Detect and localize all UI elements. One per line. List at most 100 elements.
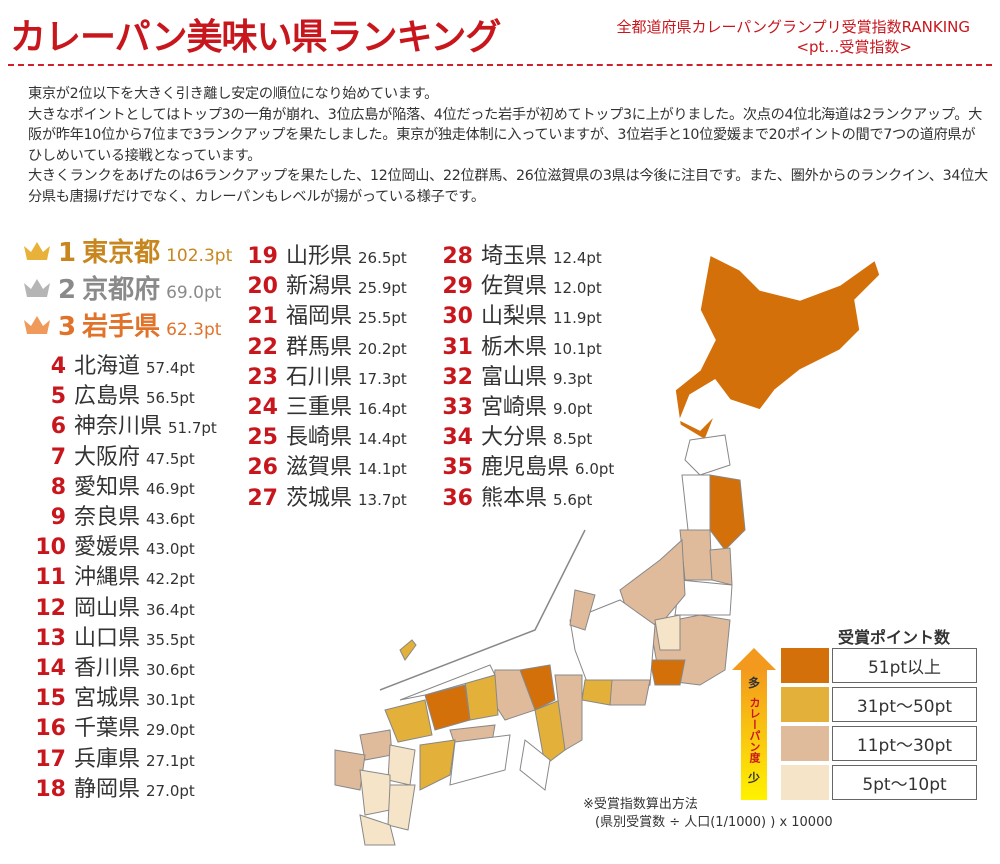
ranking-item: 35 鹿児島県 6.0pt bbox=[435, 449, 614, 481]
rank-number: 4 bbox=[50, 354, 66, 379]
points: 5.6pt bbox=[553, 490, 593, 509]
ranking-item: 18 静岡県 27.0pt bbox=[28, 771, 194, 803]
rank-number: 5 bbox=[50, 384, 66, 410]
prefecture-name: 熊本県 bbox=[481, 485, 548, 511]
ranking-item: 21 福岡県 25.5pt bbox=[240, 298, 407, 330]
ranking-top-item: 2 京都府 69.0pt bbox=[22, 269, 221, 306]
prefecture-name: 鹿児島県 bbox=[481, 455, 570, 481]
ranking-item: 16 千葉県 29.0pt bbox=[28, 710, 194, 742]
points: 25.9pt bbox=[358, 279, 407, 298]
intro-paragraph: 大きなポイントとしてはトップ3の一角が崩れ、3位広島が陥落、4位だった岩手が初め… bbox=[28, 106, 983, 164]
rank-number: 1 bbox=[58, 238, 77, 268]
ranking-item: 23 石川県 17.3pt bbox=[240, 359, 406, 391]
ranking-item: 26 滋賀県 14.1pt bbox=[240, 449, 407, 481]
points: 12.0pt bbox=[553, 279, 602, 298]
prefecture-name: 京都府 bbox=[82, 275, 161, 305]
legend-label: 11pt〜30pt bbox=[832, 726, 977, 761]
prefecture-name: 新潟県 bbox=[286, 274, 353, 300]
map-aomori bbox=[684, 434, 731, 476]
ranking-item: 7 大阪府 47.5pt bbox=[28, 439, 195, 471]
rank-number: 24 bbox=[247, 395, 278, 420]
rank-number: 27 bbox=[247, 485, 278, 511]
ranking-item: 15 宮城県 30.1pt bbox=[28, 680, 195, 712]
prefecture-name: 山口県 bbox=[74, 625, 141, 651]
points: 10.1pt bbox=[553, 339, 602, 358]
ranking-item: 13 山口県 35.5pt bbox=[28, 620, 195, 652]
ranking-item: 29 佐賀県 12.0pt bbox=[435, 268, 602, 300]
prefecture-name: 宮城県 bbox=[74, 686, 141, 712]
arrow-label-less: 少 bbox=[747, 771, 760, 785]
map-kanagawa bbox=[649, 659, 686, 686]
intro-paragraph: 大きくランクをあげたのは6ランクアップを果たした、12位岡山、22位群馬、26位… bbox=[28, 168, 988, 205]
prefecture-name: 石川県 bbox=[286, 364, 353, 390]
prefecture-name: 埼玉県 bbox=[481, 244, 548, 269]
prefecture-name: 栃木県 bbox=[481, 334, 548, 360]
rank-number: 36 bbox=[442, 485, 473, 511]
rank-number: 15 bbox=[35, 686, 66, 712]
points: 42.2pt bbox=[146, 570, 195, 589]
map-ehime bbox=[419, 739, 456, 791]
ranking-item: 30 山梨県 11.9pt bbox=[435, 298, 601, 330]
rank-number: 2 bbox=[58, 275, 77, 305]
map-akita bbox=[681, 474, 711, 531]
map-yamaguchi bbox=[384, 699, 433, 743]
prefecture-name: 東京都 bbox=[82, 238, 161, 268]
ranking-item: 9 奈良県 43.6pt bbox=[28, 499, 195, 531]
map-aichi bbox=[581, 679, 613, 706]
arrow-label-degree: カレーパン度 bbox=[748, 697, 761, 763]
prefecture-name: 奈良県 bbox=[74, 505, 141, 530]
points: 14.1pt bbox=[358, 460, 407, 479]
prefecture-name: 大阪府 bbox=[74, 444, 141, 470]
points: 43.0pt bbox=[146, 540, 195, 559]
ranking-item: 34 大分県 8.5pt bbox=[435, 419, 592, 451]
crown-icon bbox=[24, 315, 50, 334]
points: 43.6pt bbox=[146, 510, 195, 528]
inset-divider bbox=[379, 529, 586, 691]
subtitle: 全都道府県カレーパングランプリ受賞指数RANKING bbox=[616, 18, 970, 36]
points: 62.3pt bbox=[166, 320, 222, 340]
prefecture-name: 岩手県 bbox=[82, 312, 161, 342]
map-shiga-mie bbox=[554, 674, 583, 751]
legend-title: 受賞ポイント数 bbox=[838, 628, 951, 647]
rank-number: 29 bbox=[442, 274, 473, 300]
crown-icon bbox=[24, 278, 50, 297]
note-title: ※受賞指数算出方法 bbox=[583, 797, 698, 812]
map-saga-nagasaki bbox=[334, 749, 366, 791]
prefecture-name: 長崎県 bbox=[286, 425, 353, 451]
rank-number: 19 bbox=[247, 244, 278, 269]
prefecture-name: 静岡県 bbox=[74, 776, 141, 802]
rank-number: 12 bbox=[35, 595, 66, 621]
rank-number: 14 bbox=[35, 656, 66, 681]
prefecture-name: 愛媛県 bbox=[74, 535, 141, 561]
points: 69.0pt bbox=[166, 283, 222, 303]
prefecture-name: 福岡県 bbox=[286, 304, 353, 330]
prefecture-name: 山形県 bbox=[286, 244, 353, 269]
legend-label: 51pt以上 bbox=[832, 648, 977, 683]
rank-number: 23 bbox=[247, 364, 278, 390]
ranking-item: 5 広島県 56.5pt bbox=[28, 378, 195, 410]
points: 26.5pt bbox=[358, 249, 407, 267]
points: 30.1pt bbox=[146, 691, 195, 710]
legend-swatch bbox=[781, 765, 829, 800]
dashed-divider bbox=[8, 64, 992, 66]
prefecture-name: 千葉県 bbox=[74, 716, 141, 742]
map-yamagata bbox=[679, 529, 713, 581]
map-wakayama bbox=[519, 739, 551, 791]
crown-icon bbox=[24, 241, 50, 260]
prefecture-name: 富山県 bbox=[481, 364, 548, 390]
ranking-item: 6 神奈川県 51.7pt bbox=[28, 408, 217, 440]
rank-number: 30 bbox=[442, 304, 473, 330]
points: 35.5pt bbox=[146, 630, 195, 649]
map-hiroshima bbox=[424, 684, 471, 731]
rank-number: 33 bbox=[442, 395, 473, 420]
legend-swatch bbox=[781, 726, 829, 761]
points: 25.5pt bbox=[358, 309, 407, 328]
map-shizuoka bbox=[609, 679, 651, 706]
intro-paragraph: 東京が2位以下を大きく引き離し安定の順位になり始めています。 bbox=[28, 86, 439, 102]
map-shimane-tottori bbox=[399, 664, 496, 701]
ranking-item: 4 北海道 57.4pt bbox=[28, 348, 195, 380]
prefecture-name: 群馬県 bbox=[286, 334, 353, 360]
rank-number: 26 bbox=[247, 455, 278, 481]
points: 30.6pt bbox=[146, 661, 195, 679]
points: 57.4pt bbox=[146, 359, 195, 377]
